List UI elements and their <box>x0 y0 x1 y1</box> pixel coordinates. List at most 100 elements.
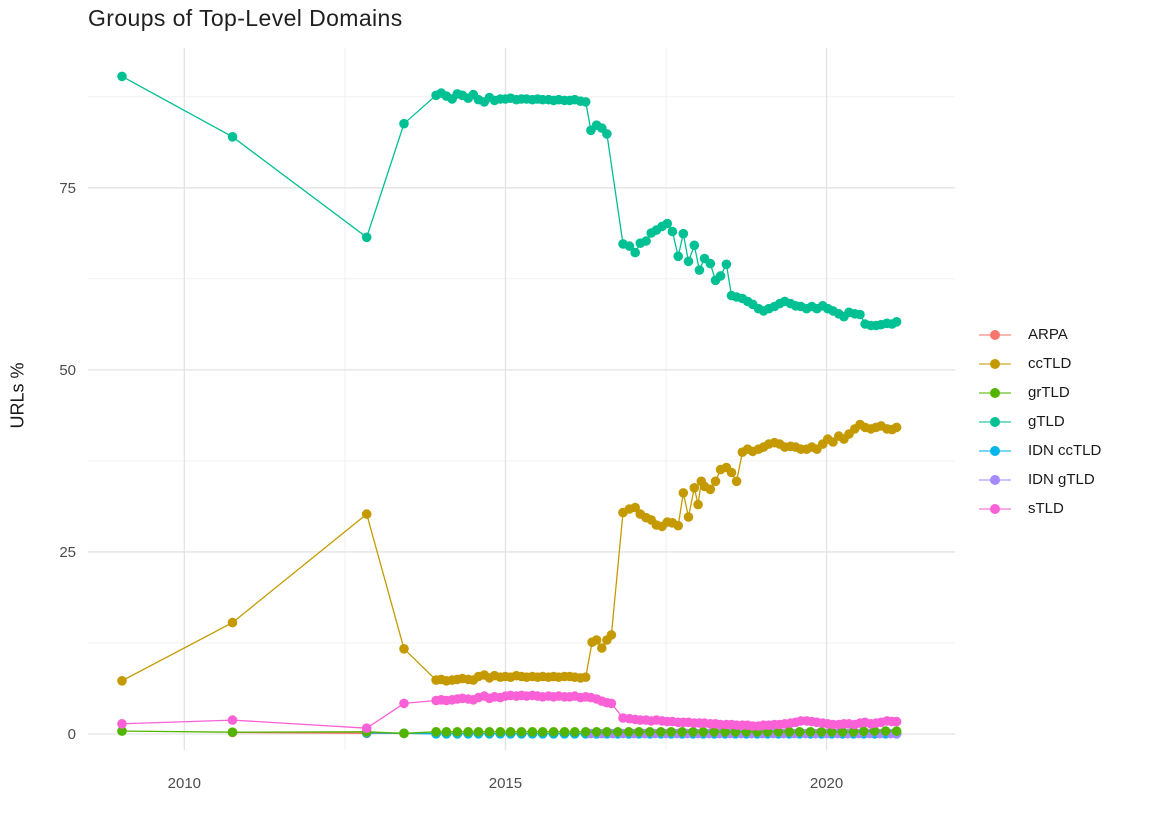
series-point-grTLD <box>516 727 527 737</box>
series-point-ccTLD <box>591 635 602 645</box>
series-point-ccTLD <box>891 422 902 433</box>
series-point-grTLD <box>634 727 644 737</box>
series-point-grTLD <box>548 727 559 737</box>
series-point-ccTLD <box>117 676 127 686</box>
legend-key-icon <box>979 445 1011 456</box>
series-point-sTLD <box>891 716 902 727</box>
series-point-sTLD <box>361 723 372 733</box>
series-point-ccTLD <box>689 483 700 493</box>
legend-label: ccTLD <box>1028 355 1072 372</box>
series-point-grTLD <box>591 727 602 737</box>
series-point-ccTLD <box>710 476 721 487</box>
series-point-grTLD <box>441 727 452 737</box>
series-point-grTLD <box>527 727 538 737</box>
series-point-grTLD <box>848 727 859 737</box>
series-point-ccTLD <box>361 509 372 519</box>
series-point-grTLD <box>677 727 687 737</box>
series-point-grTLD <box>666 727 676 737</box>
series-point-grTLD <box>559 727 570 737</box>
series-point-grTLD <box>431 727 441 737</box>
series-point-ccTLD <box>726 467 737 478</box>
legend-label: IDN ccTLD <box>1028 442 1102 459</box>
chart-title: Groups of Top-Level Domains <box>88 5 403 31</box>
series-point-grTLD <box>709 727 719 737</box>
series-point-ccTLD <box>597 643 607 653</box>
series-point-ccTLD <box>606 630 617 640</box>
x-tick-label: 2015 <box>489 775 522 792</box>
series-point-grTLD <box>624 727 634 737</box>
series-point-gTLD <box>602 129 612 139</box>
legend-item-grTLD: grTLD <box>978 378 1101 407</box>
series-point-ccTLD <box>693 499 703 510</box>
series-point-grTLD <box>891 726 902 736</box>
series-point-grTLD <box>495 727 506 737</box>
series-point-gTLD <box>641 236 651 246</box>
x-tick-label: 2020 <box>810 775 843 792</box>
series-point-grTLD <box>227 727 238 737</box>
legend-item-IDN-gTLD: IDN gTLD <box>978 465 1101 494</box>
series-point-gTLD <box>891 317 902 327</box>
legend-key-icon <box>979 329 1011 340</box>
legend-label: IDN gTLD <box>1028 471 1095 488</box>
legend-item-gTLD: gTLD <box>978 407 1101 436</box>
series-point-grTLD <box>688 727 698 737</box>
legend-item-IDN-ccTLD: IDN ccTLD <box>978 436 1101 465</box>
series-point-gTLD <box>694 265 705 275</box>
series-point-gTLD <box>689 240 700 251</box>
series-point-grTLD <box>859 726 869 737</box>
series-point-gTLD <box>678 228 689 239</box>
legend-key-icon <box>979 387 1011 398</box>
series-point-grTLD <box>645 727 655 737</box>
series-point-grTLD <box>505 727 516 737</box>
series-point-gTLD <box>667 226 678 237</box>
series-point-ccTLD <box>673 520 683 531</box>
y-tick-label: 25 <box>59 544 76 561</box>
series-point-grTLD <box>784 727 795 737</box>
series-point-gTLD <box>117 71 127 82</box>
series-point-grTLD <box>484 727 495 737</box>
series-point-grTLD <box>463 727 474 737</box>
series-point-gTLD <box>705 258 716 269</box>
legend-item-sTLD: sTLD <box>978 494 1101 523</box>
x-tick-label: 2010 <box>168 775 201 792</box>
series-point-ccTLD <box>683 512 694 522</box>
series-point-gTLD <box>662 218 673 229</box>
series-point-sTLD <box>399 698 409 709</box>
series-point-ccTLD <box>705 484 716 495</box>
series-point-grTLD <box>399 728 409 739</box>
series-point-sTLD <box>227 715 238 725</box>
series-point-grTLD <box>880 726 891 736</box>
series-point-grTLD <box>794 727 805 737</box>
series-point-ccTLD <box>630 502 640 513</box>
series-point-gTLD <box>399 118 409 129</box>
series-point-gTLD <box>673 251 683 262</box>
legend-item-ARPA: ARPA <box>978 320 1101 349</box>
series-point-gTLD <box>227 132 238 142</box>
series-point-grTLD <box>580 727 591 737</box>
series-point-gTLD <box>630 247 640 258</box>
series-point-grTLD <box>816 727 827 737</box>
series-point-ccTLD <box>399 644 409 654</box>
series-point-grTLD <box>537 727 548 737</box>
series-point-gTLD <box>715 271 726 281</box>
y-tick-label: 75 <box>59 180 76 197</box>
series-point-grTLD <box>826 727 837 737</box>
series-point-grTLD <box>837 727 848 737</box>
series-point-grTLD <box>570 727 580 737</box>
series-point-grTLD <box>869 726 880 736</box>
series-line-ccTLD <box>121 423 897 682</box>
legend-key-icon <box>979 358 1011 369</box>
series-point-gTLD <box>580 97 591 107</box>
series-point-grTLD <box>613 727 623 737</box>
series-point-ccTLD <box>227 617 238 628</box>
series-point-ccTLD <box>731 476 742 487</box>
y-tick-label: 50 <box>59 362 76 379</box>
series-point-gTLD <box>624 241 635 251</box>
series-point-sTLD <box>117 719 127 729</box>
series-point-gTLD <box>855 309 865 320</box>
legend-key-icon <box>979 474 1011 485</box>
series-point-ccTLD <box>828 437 838 447</box>
series-point-sTLD <box>606 698 617 709</box>
